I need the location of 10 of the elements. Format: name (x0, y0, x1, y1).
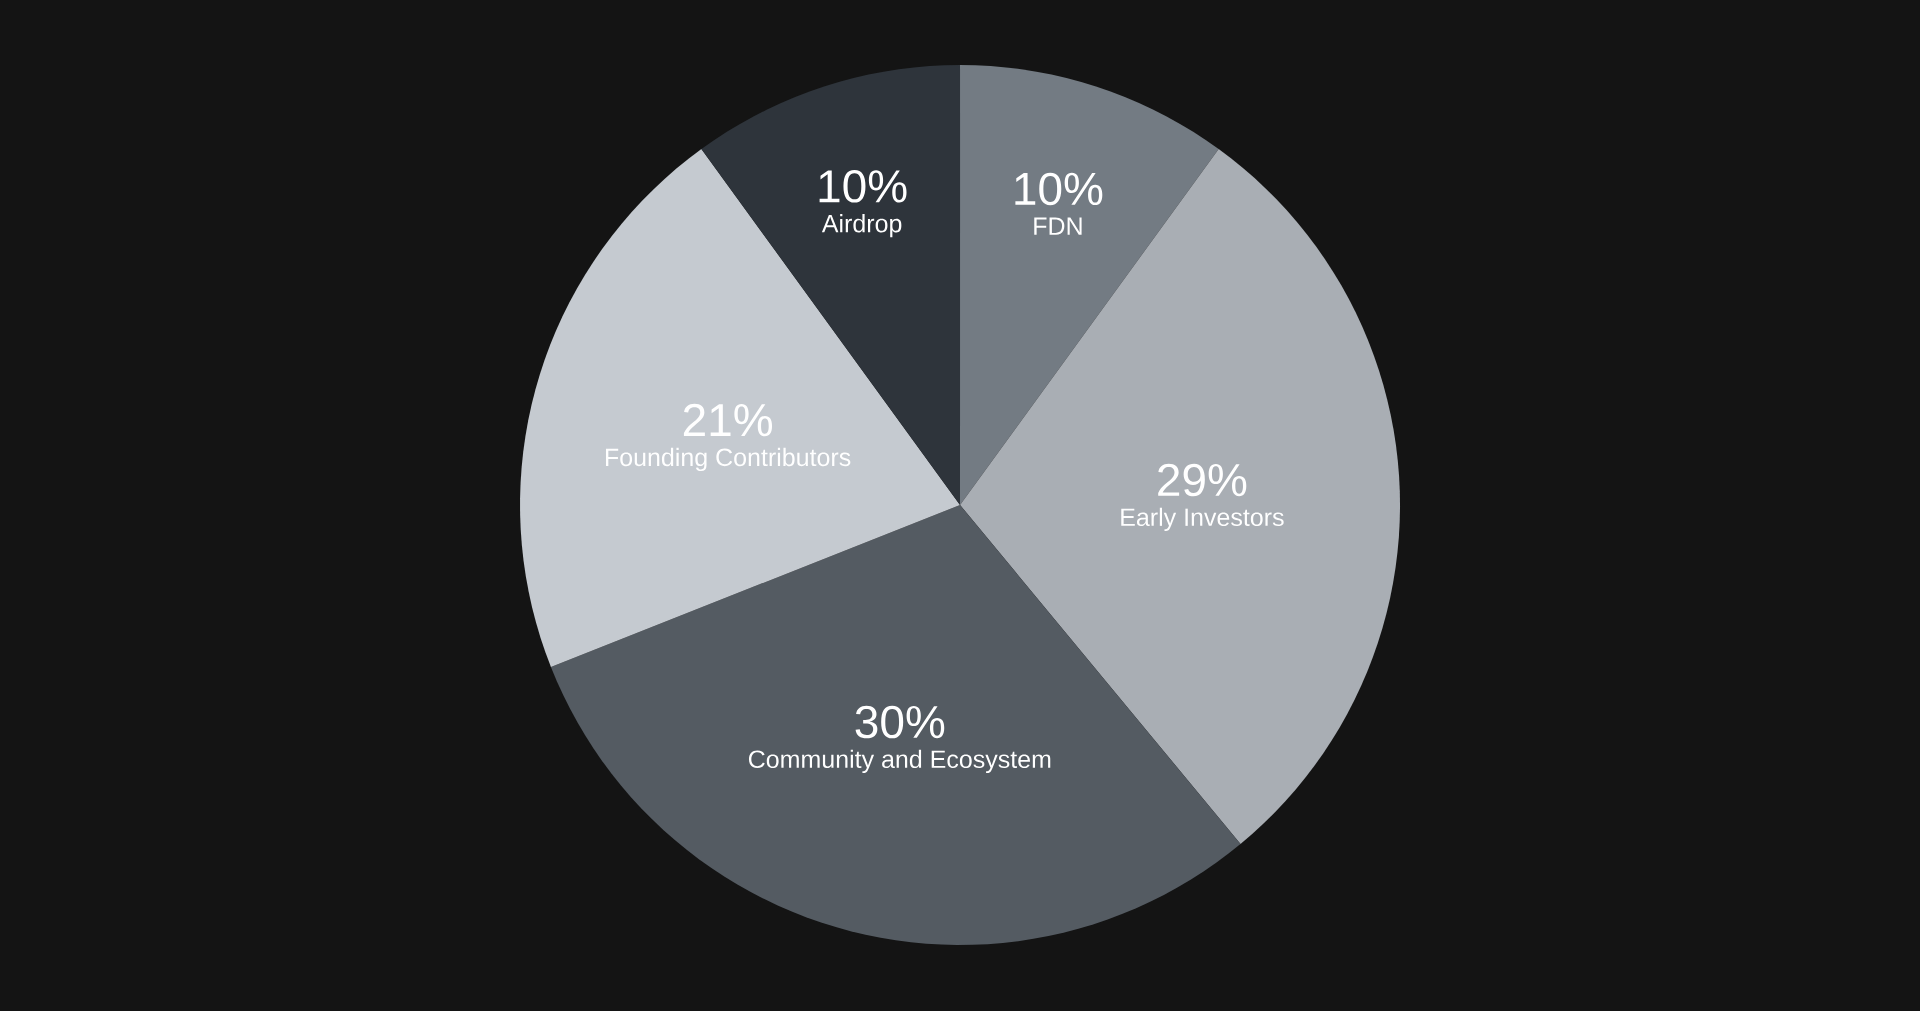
data-label: 29% (1158, 463, 1247, 497)
slice-label: Community and Ecosystem (748, 749, 1051, 774)
data-label: 30% (855, 705, 945, 739)
slice-label: Early Investors (1121, 507, 1284, 532)
data-label: 10% (1015, 172, 1103, 206)
slice-label: Airdrop (821, 214, 902, 238)
slice-label: Founding Contributors (605, 447, 851, 472)
data-label: 10% (819, 170, 907, 203)
slice-label: FDN (1034, 217, 1082, 235)
data-label: 21% (683, 403, 773, 437)
